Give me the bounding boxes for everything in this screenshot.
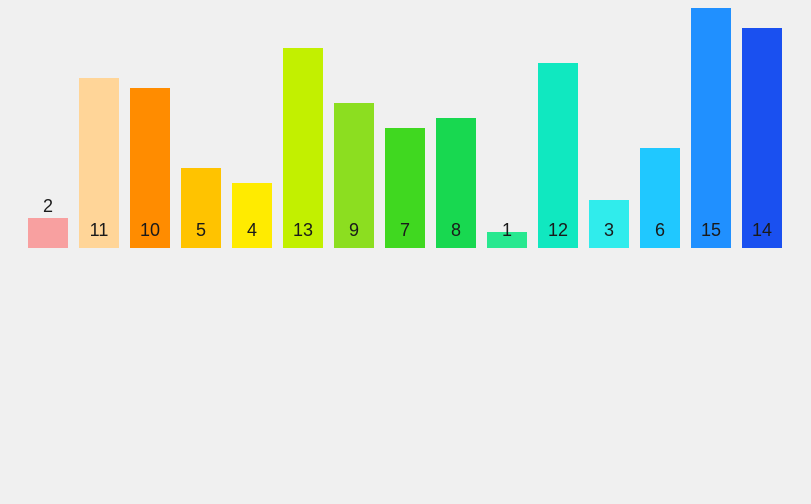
- bar-label: 2: [43, 196, 53, 217]
- bar-label: 7: [400, 220, 410, 241]
- bar-label: 1: [502, 220, 512, 241]
- bar-label: 11: [90, 220, 109, 241]
- bar-label: 9: [349, 220, 359, 241]
- bar-label: 13: [293, 220, 313, 241]
- bar-label: 8: [451, 220, 461, 241]
- bar-label: 3: [604, 220, 614, 241]
- bar: [28, 218, 68, 248]
- bar-label: 10: [140, 220, 160, 241]
- bar-label: 12: [548, 220, 568, 241]
- bar-label: 4: [247, 220, 257, 241]
- bar: [283, 48, 323, 248]
- bar-label: 15: [701, 220, 721, 241]
- bar: [691, 8, 731, 248]
- bar-chart: 2 11 10 5 4 13 9 7 8 1 12 3 6 15 14: [0, 0, 811, 504]
- bar-label: 6: [655, 220, 665, 241]
- bar-label: 5: [196, 220, 206, 241]
- bar-label: 14: [752, 220, 772, 241]
- bar: [742, 28, 782, 248]
